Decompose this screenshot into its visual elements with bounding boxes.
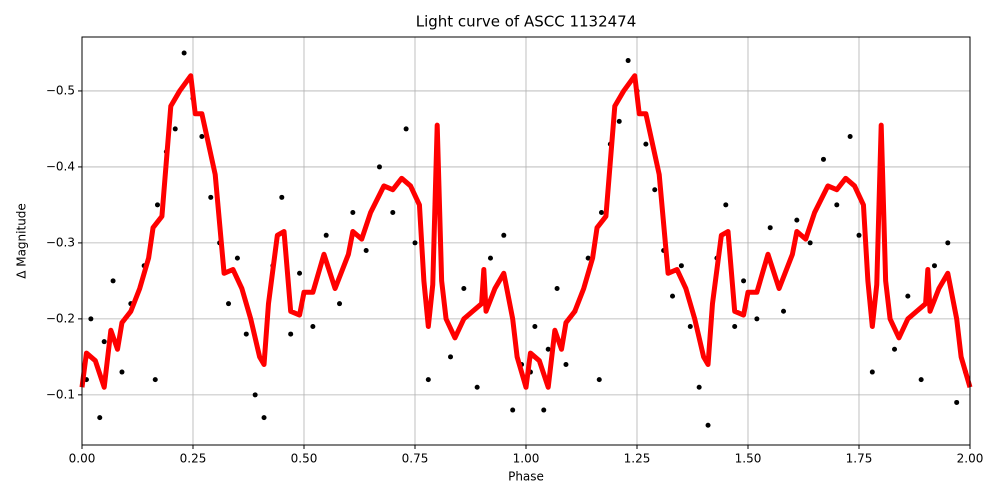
y-tick-label: −0.5 [46, 83, 75, 97]
data-point [310, 323, 316, 329]
data-point [820, 156, 826, 162]
data-point [474, 384, 480, 390]
x-axis-label: Phase [508, 470, 544, 484]
data-point [625, 58, 631, 64]
data-point [101, 339, 107, 345]
data-point [834, 202, 840, 208]
data-point [412, 240, 418, 246]
data-point [954, 399, 960, 405]
data-point [598, 210, 604, 216]
data-point [252, 392, 258, 398]
data-point [425, 377, 431, 383]
data-point [172, 126, 178, 132]
data-point [741, 278, 747, 284]
data-point [696, 384, 702, 390]
data-point [199, 134, 205, 140]
x-tick-label: 1.75 [846, 452, 873, 466]
data-point [554, 285, 560, 291]
data-point [208, 194, 214, 200]
x-tick-label: 0.75 [402, 452, 429, 466]
data-point [905, 293, 911, 299]
data-point [297, 270, 303, 276]
data-point [243, 331, 249, 337]
x-tick-label: 0.50 [291, 452, 318, 466]
data-point [152, 377, 158, 383]
data-point [616, 118, 622, 124]
data-point [376, 164, 382, 170]
x-tick-label: 1.00 [513, 452, 540, 466]
data-point [847, 134, 853, 140]
data-point [532, 323, 538, 329]
data-point [110, 278, 116, 284]
data-point [678, 263, 684, 269]
data-point [350, 210, 356, 216]
data-point [643, 141, 649, 147]
y-tick-label: −0.2 [46, 311, 75, 325]
y-axis-label: Δ Magnitude [15, 203, 29, 279]
data-point [261, 415, 267, 421]
data-point [705, 422, 711, 428]
data-point [545, 346, 551, 352]
x-tick-label: 1.25 [624, 452, 651, 466]
x-tick-label: 2.00 [957, 452, 984, 466]
data-point [723, 202, 729, 208]
trend-line [79, 73, 973, 390]
data-point [226, 301, 232, 307]
data-point [403, 126, 409, 132]
chart-title: Light curve of ASCC 1132474 [416, 13, 637, 31]
data-point [687, 323, 693, 329]
data-point [807, 240, 813, 246]
data-point [510, 407, 516, 413]
data-point [754, 316, 760, 322]
data-point [487, 255, 493, 261]
x-tick-label: 0.00 [69, 452, 96, 466]
data-point [234, 255, 240, 261]
data-point [732, 323, 738, 329]
data-point [652, 187, 658, 193]
x-tick-label: 1.50 [735, 452, 762, 466]
y-tick-label: −0.3 [46, 235, 75, 249]
data-point [97, 415, 103, 421]
data-point [670, 293, 676, 299]
data-point [767, 225, 773, 231]
data-point [390, 210, 396, 216]
data-point [931, 263, 937, 269]
data-point [323, 232, 329, 238]
data-point [563, 361, 569, 367]
data-point [892, 346, 898, 352]
data-point [288, 331, 294, 337]
y-tick-label: −0.1 [46, 387, 75, 401]
data-point [279, 194, 285, 200]
x-tick-label: 0.25 [180, 452, 207, 466]
data-point [945, 240, 951, 246]
data-point [119, 369, 125, 375]
data-point [781, 308, 787, 314]
data-point [856, 232, 862, 238]
y-tick-label: −0.4 [46, 159, 75, 173]
data-point [337, 301, 343, 307]
data-point [918, 377, 924, 383]
data-point [461, 285, 467, 291]
data-point [181, 50, 187, 56]
data-point [448, 354, 454, 360]
data-point [585, 255, 591, 261]
data-point [596, 377, 602, 383]
plot-frame [81, 36, 971, 446]
data-point [501, 232, 507, 238]
data-point [363, 247, 369, 253]
data-point [541, 407, 547, 413]
data-point [88, 316, 94, 322]
data-point [869, 369, 875, 375]
data-point [154, 202, 160, 208]
data-point [794, 217, 800, 223]
